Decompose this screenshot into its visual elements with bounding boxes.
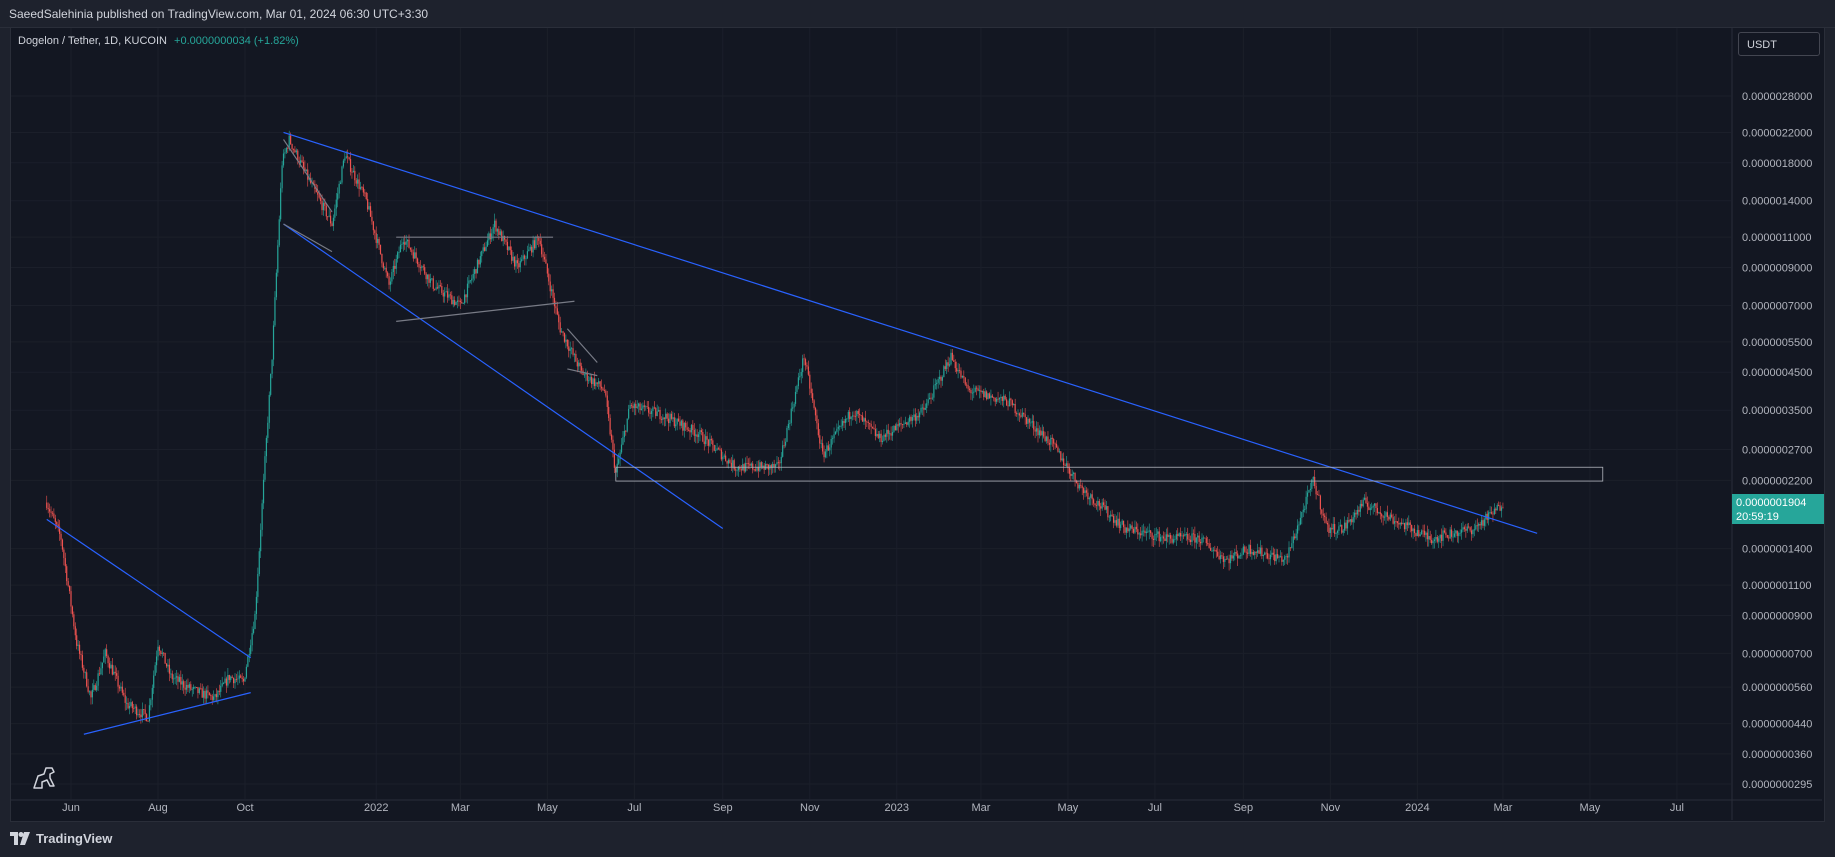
tradingview-logo-icon: [10, 832, 30, 845]
tradingview-brand[interactable]: TradingView: [10, 831, 112, 846]
symbol-legend: Dogelon / Tether, 1D, KUCOIN +0.00000000…: [18, 35, 299, 47]
chart-frame[interactable]: [10, 27, 1825, 822]
footer-bar: TradingView: [0, 822, 1835, 857]
price-change: +0.0000000034 (+1.82%): [174, 35, 299, 47]
currency-button[interactable]: USDT: [1738, 32, 1820, 56]
symbol-name: Dogelon / Tether, 1D, KUCOIN: [18, 35, 167, 47]
brand-label: TradingView: [36, 831, 113, 846]
publish-bar: SaeedSalehinia published on TradingView.…: [0, 0, 1835, 28]
published-text: SaeedSalehinia published on TradingView.…: [9, 7, 429, 21]
